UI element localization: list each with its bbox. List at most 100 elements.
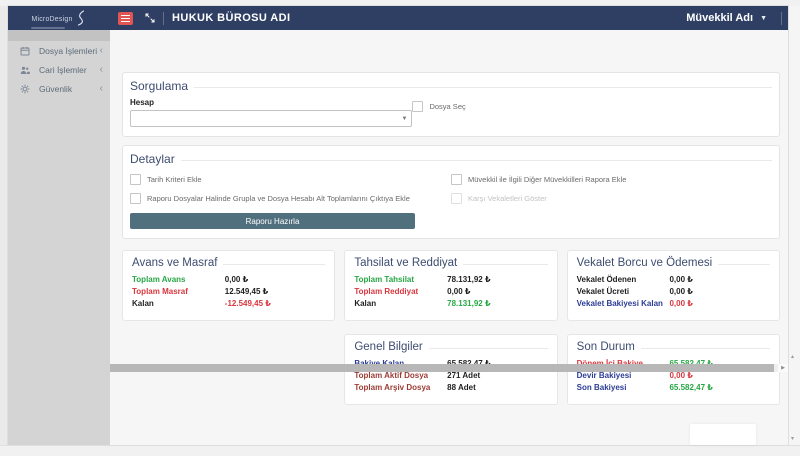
checkbox-box[interactable] [130, 174, 141, 185]
brand-logo[interactable]: MicroDesign [8, 6, 110, 30]
card-row: Toplam Arşiv Dosya 88 Adet [354, 382, 547, 394]
tarih-kriteri-checkbox[interactable]: Tarih Kriteri Ekle [130, 174, 451, 185]
divider [640, 348, 770, 349]
logo-swirl-icon [77, 10, 84, 26]
row-value: 0,00 ₺ [669, 371, 693, 380]
card-title: Vekalet Borcu ve Ödemesi [576, 257, 713, 269]
card-row: Devir Bakiyesi 0,00 ₺ [577, 370, 770, 382]
row-value: 78.131,92 ₺ [447, 275, 491, 284]
row-label: Vekalet Ödenen [576, 275, 637, 284]
card-tahsilat-ve-reddiyat: Tahsilat ve Reddiyat Toplam Tahsilat 78.… [344, 250, 558, 321]
checkbox-label: Raporu Dosyalar Halinde Grupla ve Dosya … [147, 194, 410, 203]
raporu-hazirla-button[interactable]: Raporu Hazırla [130, 213, 415, 229]
row-label: Kalan [132, 299, 154, 308]
row-value: 65.582,47 ₺ [447, 358, 548, 370]
horizontal-scrollbar-track[interactable]: ▶ [110, 364, 788, 372]
row-value: 0,00 ₺ [669, 287, 693, 296]
overlay-box [690, 424, 756, 445]
horizontal-scrollbar-thumb[interactable] [110, 364, 774, 372]
query-panel: Sorgulama Hesap ▼ Dosya Seç [122, 72, 780, 137]
main-area: Dosya İşlemleri ‹ Cari İşlemler ‹ Güve [8, 30, 788, 445]
row-label: Toplam Reddiyat [354, 287, 419, 296]
card-row: Kalan 78.131,92 ₺ [354, 298, 547, 310]
card-row: Toplam Avans 0,00 ₺ [132, 274, 325, 286]
checkbox-box[interactable] [451, 174, 462, 185]
row-value: 0,00 ₺ [669, 299, 693, 308]
users-icon [20, 66, 30, 74]
checkbox-box[interactable] [412, 101, 424, 112]
row-value: 12.549,45 ₺ [224, 287, 269, 296]
card-row: Bakiye Kalan 65.582,47 ₺ [354, 358, 547, 370]
row-value: 78.131,92 ₺ [447, 299, 491, 308]
details-panel: Detaylar Tarih Kriteri Ekle Müvekkil ile… [122, 145, 780, 239]
browser-frame-left [0, 6, 8, 445]
card-vekalet-borcu: Vekalet Borcu ve Ödemesi Vekalet Ödenen … [566, 250, 780, 321]
row-label: Dönem İçi Bakiye [577, 358, 670, 370]
card-avans-ve-masraf: Avans ve Masraf Toplam Avans 0,00 ₺ Topl… [122, 250, 336, 321]
card-title: Tahsilat ve Reddiyat [354, 257, 458, 269]
card-row: Toplam Tahsilat 78.131,92 ₺ [354, 274, 547, 286]
brand-name: MicroDesign [31, 15, 73, 23]
dosya-sec-checkbox[interactable]: Dosya Seç [412, 101, 772, 112]
dosyalar-grupla-checkbox[interactable]: Raporu Dosyalar Halinde Grupla ve Dosya … [130, 193, 451, 204]
page-content: Sorgulama Hesap ▼ Dosya Seç [110, 30, 788, 445]
sidebar-item-dosya-islemleri[interactable]: Dosya İşlemleri ‹ [8, 41, 110, 60]
card-title: Son Durum [576, 341, 635, 353]
chevron-down-icon: ▼ [760, 14, 767, 22]
card-title: Avans ve Masraf [132, 257, 218, 269]
row-value: 0,00 ₺ [224, 275, 249, 284]
checkbox-box[interactable] [130, 193, 141, 204]
row-label: Bakiye Kalan [354, 358, 447, 370]
navbar-divider [781, 11, 782, 25]
row-label: Kalan [354, 299, 377, 308]
sidebar-header [8, 30, 110, 41]
client-menu[interactable]: Müvekkil Adı ▼ [686, 12, 767, 24]
calendar-icon [20, 46, 30, 55]
expand-icon[interactable] [145, 13, 155, 23]
card-row: Vekalet Ücreti 0,00 ₺ [577, 286, 770, 298]
row-value: 65.582,47 ₺ [669, 358, 770, 370]
scroll-right-icon[interactable]: ▶ [778, 364, 788, 372]
divider [180, 160, 772, 161]
divider [194, 87, 772, 88]
card-row: Vekalet Ödenen 0,00 ₺ [577, 274, 770, 286]
sidebar-item-label: Güvenlik [39, 83, 73, 94]
row-label: Devir Bakiyesi [576, 371, 632, 380]
row-label: Toplam Avans [132, 275, 186, 284]
account-label: Hesap [130, 98, 155, 107]
summary-cards-row-1: Avans ve Masraf Toplam Avans 0,00 ₺ Topl… [122, 250, 780, 321]
sidebar-item-guvenlik[interactable]: Güvenlik ‹ [8, 79, 110, 98]
navbar: MicroDesign HUKUK BÜROSU ADI Müvekkil Ad… [8, 6, 788, 30]
divider [428, 348, 548, 349]
panel-title: Detaylar [130, 152, 175, 166]
chevron-left-icon: ‹ [99, 44, 103, 56]
row-label: Vekalet Ücreti [576, 287, 630, 296]
account-select[interactable]: ▼ [130, 110, 413, 127]
scroll-up-icon[interactable]: ▴ [791, 354, 795, 360]
checkbox-label: Karşı Vekaletleri Göster [468, 194, 547, 203]
row-value: 65.582,47 ₺ [669, 383, 713, 392]
row-label: Toplam Tahsilat [354, 275, 415, 284]
row-value: 0,00 ₺ [669, 275, 693, 284]
hamburger-menu-button[interactable] [118, 11, 133, 25]
diger-muvekkiller-checkbox[interactable]: Müvekkil ile İlgili Diğer Müvekkilleri R… [451, 174, 772, 185]
row-label: Vekalet Bakiyesi Kalan [576, 299, 663, 308]
vertical-scrollbar-track[interactable] [788, 6, 800, 445]
row-value: 88 Adet [447, 383, 476, 392]
card-row: Vekalet Bakiyesi Kalan 0,00 ₺ [577, 298, 770, 310]
card-row: Toplam Masraf 12.549,45 ₺ [132, 286, 325, 298]
checkbox-label: Müvekkil ile İlgili Diğer Müvekkilleri R… [468, 175, 627, 184]
sidebar-item-cari-islemler[interactable]: Cari İşlemler ‹ [8, 60, 110, 79]
row-label: Toplam Masraf [132, 287, 188, 296]
row-label: Toplam Arşiv Dosya [354, 383, 431, 392]
row-label: Son Bakiyesi [576, 383, 627, 392]
karsi-vekaletleri-checkbox: Karşı Vekaletleri Göster [451, 193, 772, 204]
card-row: Kalan -12.549,45 ₺ [132, 298, 325, 310]
chevron-down-icon: ▼ [401, 115, 408, 122]
app-title: HUKUK BÜROSU ADI [172, 12, 291, 24]
scroll-down-icon[interactable]: ▾ [791, 436, 795, 442]
browser-frame-bottom [0, 445, 800, 456]
client-menu-label: Müvekkil Adı [686, 12, 754, 24]
sidebar-item-label: Dosya İşlemleri [39, 45, 98, 56]
card-row: Toplam Aktif Dosya 271 Adet [354, 370, 547, 382]
